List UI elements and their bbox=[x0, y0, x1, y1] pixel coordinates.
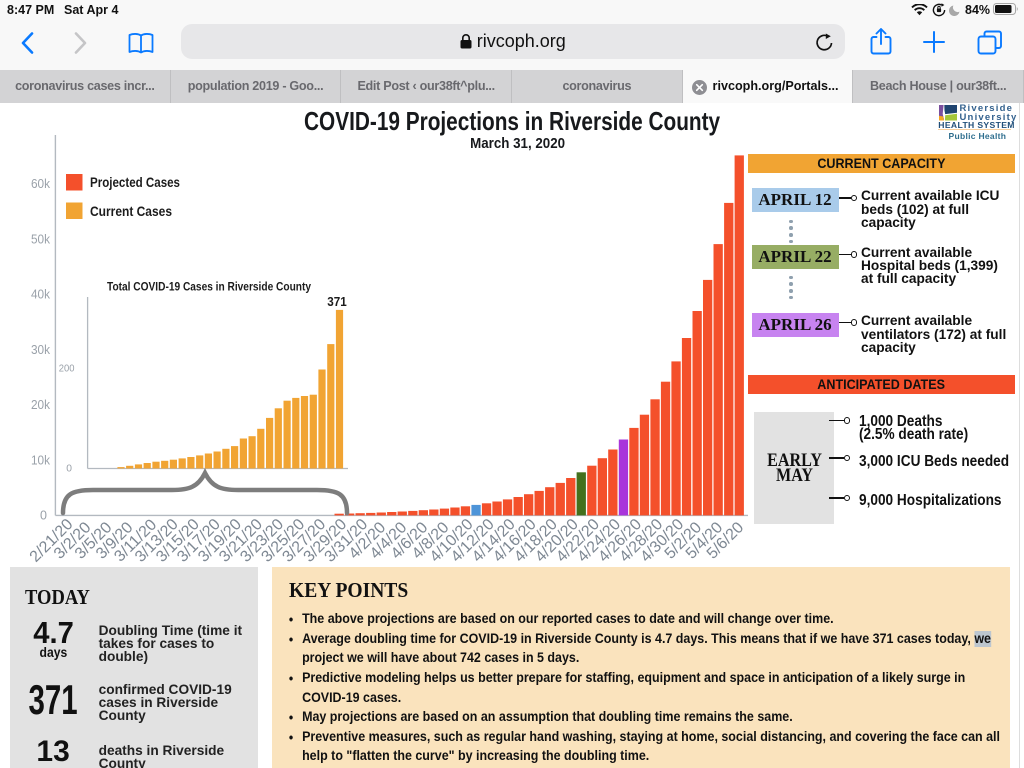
svg-text:Projected Cases: Projected Cases bbox=[90, 175, 180, 190]
svg-text:60k: 60k bbox=[31, 177, 51, 191]
svg-text:Total COVID-19 Cases in Rivers: Total COVID-19 Cases in Riverside County bbox=[107, 280, 311, 294]
svg-text:371: 371 bbox=[327, 294, 347, 309]
svg-text:Current Cases: Current Cases bbox=[90, 204, 172, 219]
svg-text:20k: 20k bbox=[31, 398, 51, 412]
svg-text:0: 0 bbox=[40, 508, 47, 522]
svg-text:30k: 30k bbox=[31, 343, 51, 357]
svg-text:0: 0 bbox=[66, 464, 72, 475]
svg-text:10k: 10k bbox=[31, 453, 51, 467]
svg-text:200: 200 bbox=[59, 364, 75, 375]
svg-text:40k: 40k bbox=[31, 288, 51, 302]
svg-text:50k: 50k bbox=[31, 232, 51, 246]
